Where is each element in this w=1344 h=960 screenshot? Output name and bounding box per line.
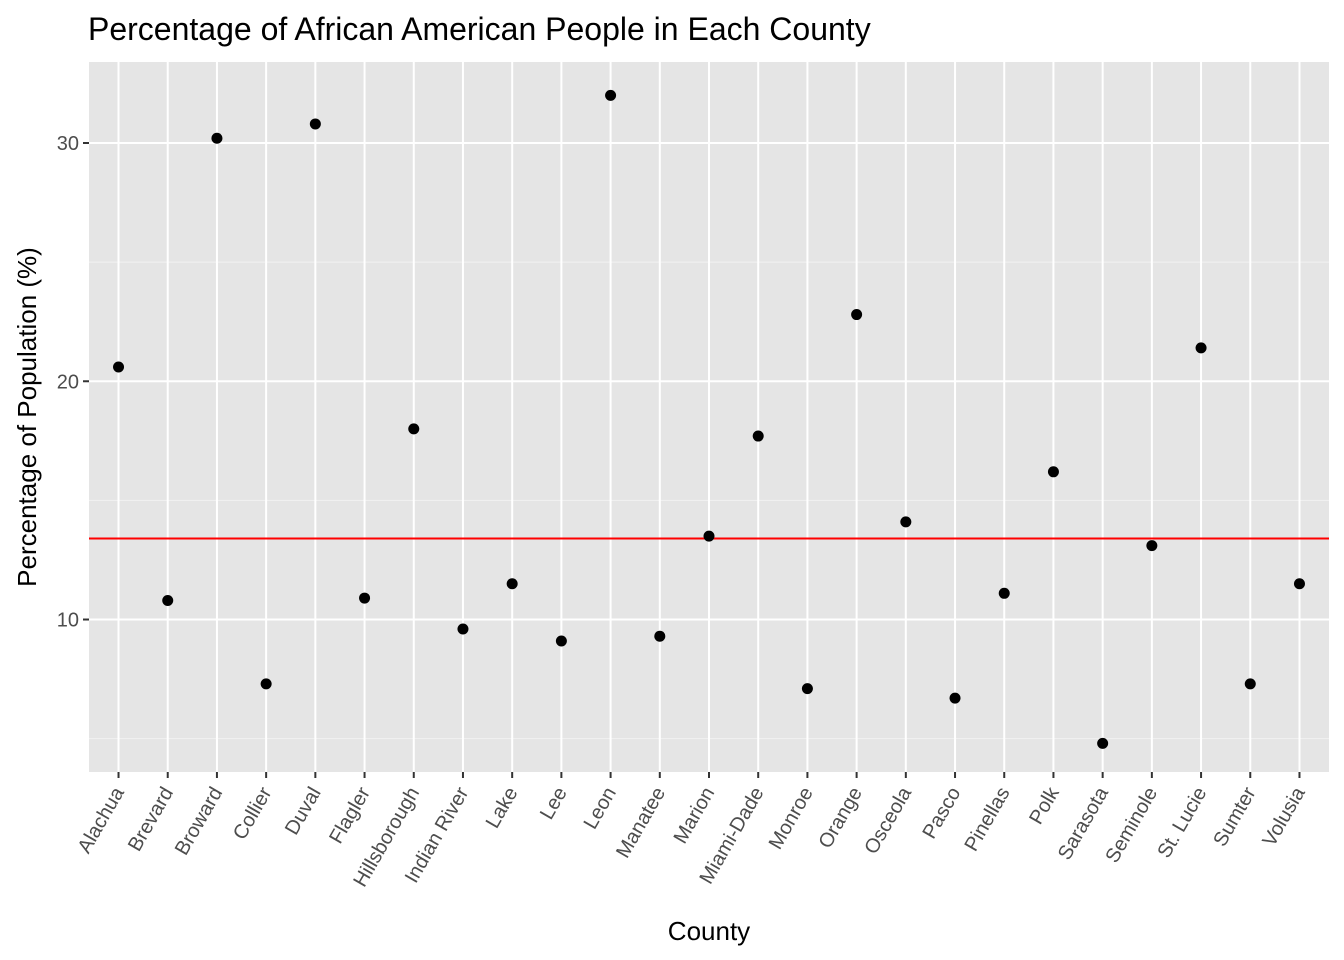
x-tick-label: Collier <box>229 783 277 843</box>
data-point <box>555 635 567 647</box>
x-tick-label: Osceola <box>860 783 916 858</box>
x-tick-label: Lee <box>536 784 572 824</box>
data-point <box>1244 678 1256 690</box>
data-point <box>998 587 1010 599</box>
data-point <box>1293 578 1305 590</box>
data-point <box>260 678 272 690</box>
y-tick-label: 30 <box>57 133 79 155</box>
y-axis-ticks: 10 20 30 <box>57 133 89 632</box>
data-point <box>506 578 518 590</box>
major-gridlines <box>89 62 1329 772</box>
x-tick-label: Sumter <box>1209 783 1260 850</box>
chart-title: Percentage of African American People in… <box>88 11 871 47</box>
x-tick-label: Lake <box>482 784 523 833</box>
data-point <box>605 89 617 101</box>
x-tick-label: Volusia <box>1259 783 1311 851</box>
x-tick-label: Pasco <box>919 784 966 843</box>
x-tick-label: Flagler <box>325 783 375 847</box>
data-point <box>801 683 813 695</box>
x-tick-label: Marion <box>670 784 720 848</box>
x-tick-label: St. Lucie <box>1153 784 1211 862</box>
data-point <box>162 594 174 606</box>
data-point <box>851 309 863 321</box>
data-point <box>113 361 125 373</box>
data-points <box>113 89 1305 749</box>
data-point <box>949 692 961 704</box>
data-point <box>408 423 420 435</box>
data-point <box>654 630 666 642</box>
data-point <box>309 118 321 130</box>
data-point <box>703 530 715 542</box>
data-point <box>752 430 764 442</box>
x-tick-label: Monroe <box>765 784 818 854</box>
data-point <box>1195 342 1207 354</box>
x-tick-label: Manatee <box>612 784 670 862</box>
data-point <box>211 132 223 144</box>
data-point <box>1146 540 1158 552</box>
x-axis-title: County <box>668 916 750 946</box>
data-point <box>900 516 912 528</box>
x-tick-label: Alachua <box>74 783 130 857</box>
data-point <box>1097 737 1109 749</box>
x-tick-label: Broward <box>171 784 227 860</box>
x-tick-label: Polk <box>1025 783 1064 829</box>
y-tick-label: 10 <box>57 610 79 632</box>
x-tick-label: Duval <box>281 784 326 839</box>
x-tick-label: Pinellas <box>960 783 1014 855</box>
y-axis-title: Percentage of Population (%) <box>12 247 42 587</box>
data-point <box>457 623 469 635</box>
data-point <box>359 592 371 604</box>
x-tick-label: Leon <box>580 784 621 834</box>
data-point <box>1047 466 1059 478</box>
y-tick-label: 20 <box>57 371 79 393</box>
x-tick-label: Orange <box>815 784 867 853</box>
x-tick-label: Brevard <box>124 784 178 856</box>
